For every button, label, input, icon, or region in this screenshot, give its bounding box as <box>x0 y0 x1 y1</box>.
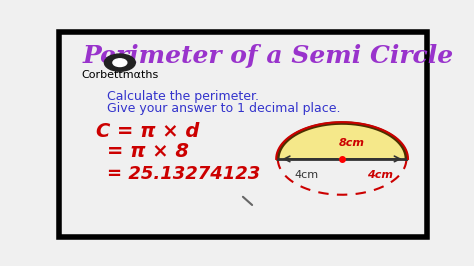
Text: 4cm: 4cm <box>367 170 393 180</box>
Text: = π × 8: = π × 8 <box>107 142 189 161</box>
Text: Give your answer to 1 decimal place.: Give your answer to 1 decimal place. <box>107 102 340 115</box>
Text: Perimeter of a Semi Circle: Perimeter of a Semi Circle <box>83 44 454 69</box>
Text: C = π × d: C = π × d <box>96 122 200 141</box>
Text: 4cm: 4cm <box>294 170 319 180</box>
Text: 8cm: 8cm <box>338 138 365 148</box>
Circle shape <box>104 54 135 71</box>
Circle shape <box>113 59 127 66</box>
Text: = 25.13274123: = 25.13274123 <box>107 165 260 183</box>
Polygon shape <box>278 123 406 159</box>
Text: Calculate the perimeter.: Calculate the perimeter. <box>107 90 259 103</box>
Text: Corbettmαths: Corbettmαths <box>81 70 158 80</box>
